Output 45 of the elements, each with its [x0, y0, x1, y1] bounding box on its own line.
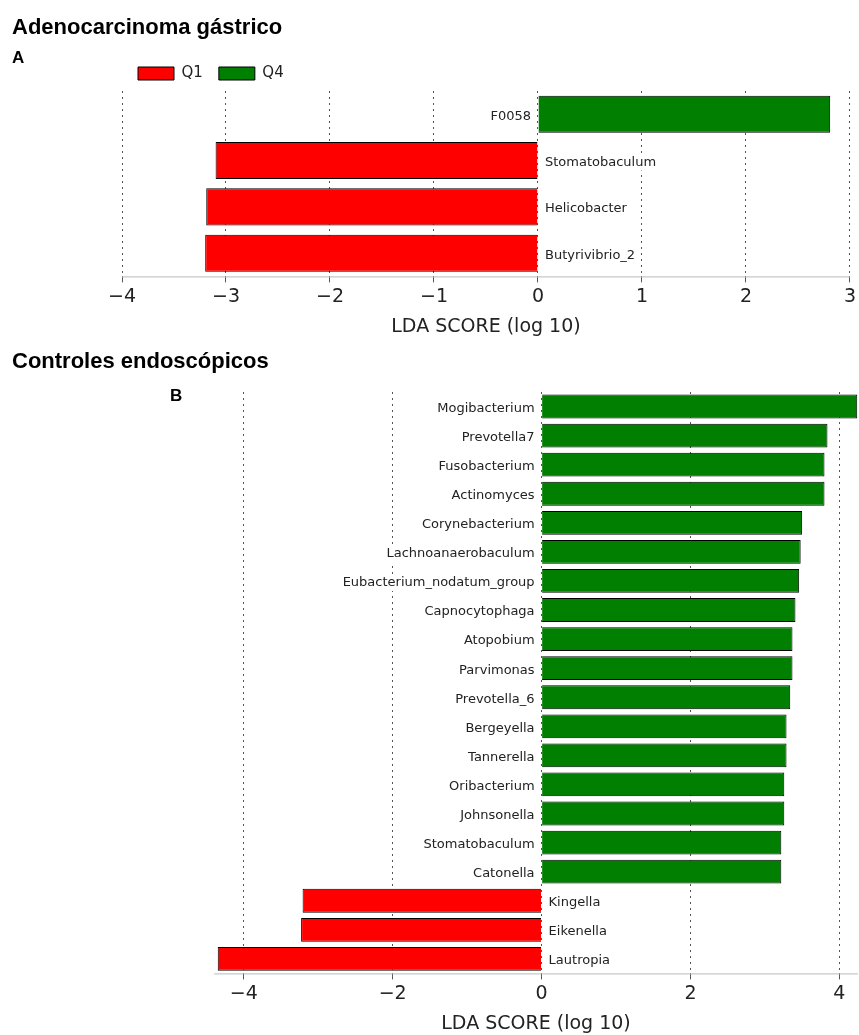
- x-axis-title: LDA SCORE (log 10): [441, 1010, 631, 1033]
- y-tick-label: Lachnoanaerobaculum: [386, 545, 535, 561]
- x-tick-label: 2: [739, 283, 753, 306]
- y-tick-label: Capnocytophaga: [424, 603, 535, 619]
- legend-label: Q1: [181, 63, 203, 82]
- y-tick-label: Prevotella7: [461, 428, 535, 444]
- y-tick-label: Bergeyella: [465, 719, 535, 735]
- y-tick-label: Stomatobaculum: [423, 835, 535, 851]
- x-tick-label: 4: [833, 980, 846, 1003]
- chart-subtitle: B: [170, 386, 183, 406]
- x-tick-label: 0: [531, 283, 545, 306]
- x-tick-label: 0: [535, 980, 548, 1003]
- x-tick-label: −4: [107, 283, 137, 306]
- y-tick-label: Eubacterium_nodatum_group: [342, 574, 535, 590]
- y-tick-label: F0058: [490, 107, 531, 123]
- legend-label: Q4: [262, 63, 284, 82]
- y-tick-label: Helicobacter: [544, 200, 628, 216]
- y-tick-label: Oribacterium: [449, 777, 535, 793]
- chart-subtitle: A: [12, 48, 25, 68]
- y-tick-label: Eikenella: [548, 923, 607, 939]
- y-tick-label: Stomatobaculum: [544, 153, 657, 169]
- y-tick-label: Prevotella_6: [455, 690, 535, 706]
- x-tick-label: 3: [843, 283, 856, 306]
- y-tick-label: Johnsonella: [459, 806, 535, 822]
- x-tick-label: −2: [315, 283, 344, 306]
- y-tick-label: Catonella: [473, 865, 535, 881]
- chart-title: Adenocarcinoma gástrico: [11, 13, 284, 41]
- x-tick-label: −1: [419, 283, 448, 306]
- y-tick-label: Tannerella: [467, 748, 535, 764]
- y-tick-label: Lautropia: [548, 952, 610, 968]
- y-tick-label: Fusobacterium: [438, 458, 535, 474]
- y-tick-label: Kingella: [548, 894, 601, 910]
- y-tick-label: Butyrivibrio_2: [544, 246, 636, 262]
- y-tick-label: Atopobium: [463, 632, 535, 648]
- x-tick-label: −3: [211, 283, 240, 306]
- x-tick-label: −2: [378, 980, 407, 1003]
- y-tick-label: Corynebacterium: [421, 516, 535, 532]
- x-tick-label: 1: [635, 283, 649, 306]
- x-tick-label: 2: [684, 980, 697, 1003]
- y-tick-label: Actinomyces: [451, 487, 535, 503]
- y-tick-label: Mogibacterium: [437, 399, 535, 415]
- x-tick-label: −4: [229, 980, 258, 1003]
- y-tick-label: Parvimonas: [459, 661, 535, 677]
- chart-title: Controles endoscópicos: [11, 347, 270, 375]
- x-axis-title: LDA SCORE (log 10): [391, 313, 581, 336]
